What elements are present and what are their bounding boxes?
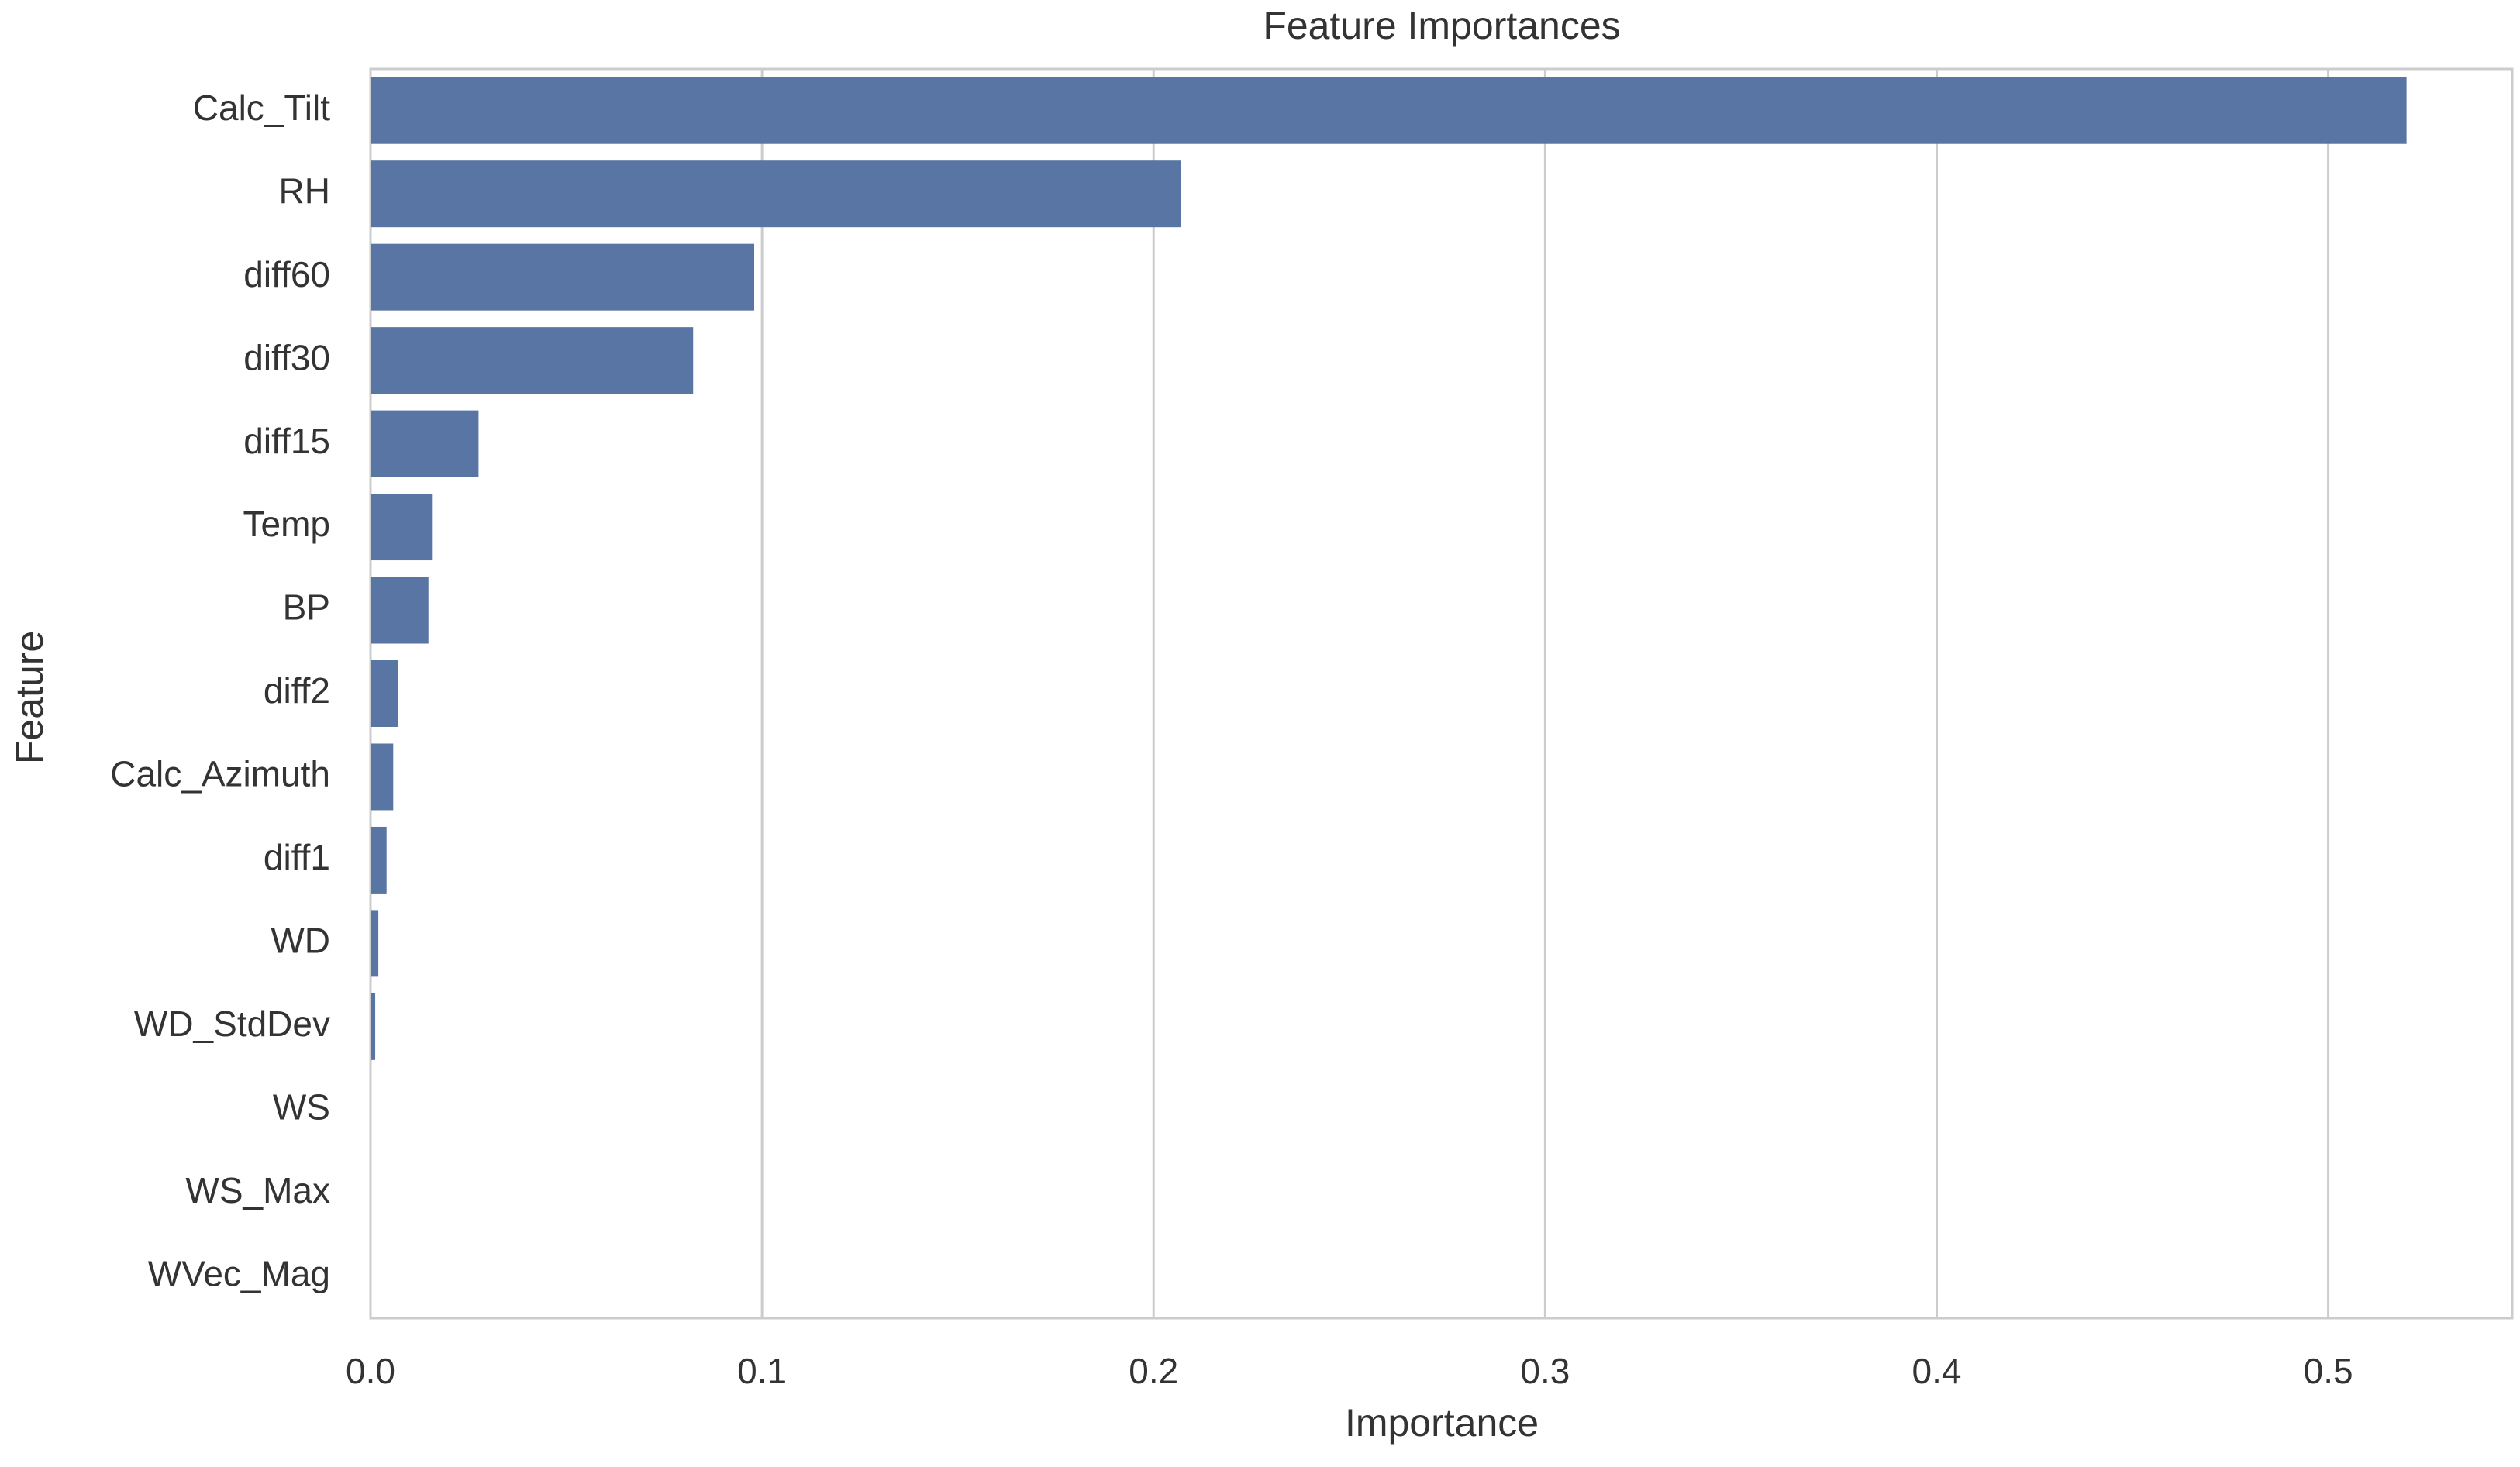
y-tick-label: WS — [273, 1086, 330, 1127]
bar — [371, 826, 387, 894]
bar — [371, 327, 694, 394]
bar — [371, 743, 394, 811]
y-tick-label: diff2 — [264, 670, 330, 711]
bar — [371, 160, 1181, 228]
y-tick-label: WVec_Mag — [148, 1253, 330, 1293]
bar — [371, 910, 379, 977]
x-tick-label: 0.3 — [1520, 1351, 1570, 1391]
x-tick-label: 0.5 — [2304, 1351, 2353, 1391]
y-tick-label: diff1 — [264, 837, 330, 877]
x-axis-label: Importance — [1345, 1401, 1539, 1445]
bar — [371, 577, 429, 644]
x-tick-label: 0.2 — [1129, 1351, 1178, 1391]
x-tick-label: 0.4 — [1912, 1351, 1961, 1391]
y-tick-label: Temp — [243, 504, 330, 544]
chart-title: Feature Importances — [1263, 4, 1620, 47]
bar — [371, 660, 398, 727]
x-tick-label: 0.0 — [346, 1351, 395, 1391]
y-tick-label: WD — [271, 921, 330, 961]
y-tick-label: BP — [283, 587, 330, 628]
y-tick-label: WD_StdDev — [134, 1004, 330, 1044]
bar — [371, 243, 755, 311]
x-tick-label: 0.1 — [737, 1351, 787, 1391]
bar — [371, 494, 433, 561]
y-tick-label: Calc_Tilt — [193, 88, 330, 128]
bar — [371, 993, 376, 1060]
y-tick-label: WS_Max — [185, 1170, 330, 1210]
bar — [371, 77, 2407, 144]
y-tick-label: Calc_Azimuth — [110, 754, 330, 794]
y-tick-label: RH — [279, 170, 330, 211]
y-tick-label: diff60 — [243, 254, 330, 294]
y-axis-label: Feature — [8, 631, 51, 764]
y-tick-label: diff30 — [243, 337, 330, 377]
y-tick-label: diff15 — [243, 421, 330, 461]
bar — [371, 410, 479, 477]
